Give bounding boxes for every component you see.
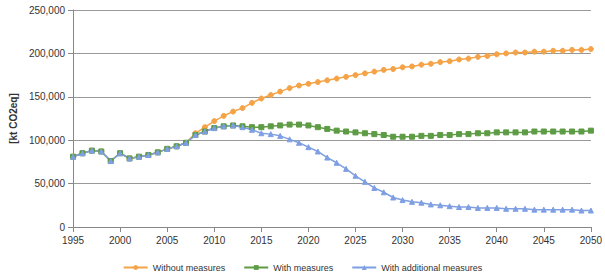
svg-text:2040: 2040	[486, 235, 509, 246]
svg-text:2035: 2035	[439, 235, 462, 246]
svg-text:2005: 2005	[156, 235, 179, 246]
svg-text:2030: 2030	[391, 235, 414, 246]
svg-text:250,000: 250,000	[29, 5, 66, 16]
svg-text:2015: 2015	[250, 235, 273, 246]
svg-text:2045: 2045	[533, 235, 556, 246]
svg-text:150,000: 150,000	[29, 91, 66, 102]
svg-text:2010: 2010	[203, 235, 226, 246]
svg-text:2025: 2025	[344, 235, 367, 246]
svg-text:1995: 1995	[62, 235, 85, 246]
svg-text:100,000: 100,000	[29, 135, 66, 146]
svg-text:200,000: 200,000	[29, 48, 66, 59]
svg-text:Without measures: Without measures	[153, 263, 226, 273]
svg-text:2020: 2020	[297, 235, 320, 246]
svg-text:With measures: With measures	[273, 263, 334, 273]
svg-text:50,000: 50,000	[34, 178, 65, 189]
svg-text:[kt CO2eq]: [kt CO2eq]	[8, 93, 19, 144]
svg-text:0: 0	[59, 222, 65, 233]
svg-text:2000: 2000	[109, 235, 132, 246]
svg-text:2050: 2050	[580, 235, 603, 246]
svg-text:With additional measures: With additional measures	[381, 263, 483, 273]
